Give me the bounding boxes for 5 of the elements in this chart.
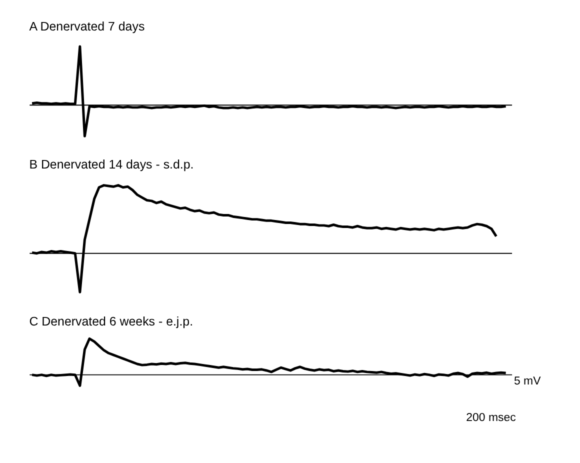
text: 5 mV bbox=[514, 375, 542, 388]
chart-title: A Denervated 7 days bbox=[29, 20, 145, 34]
chart-title: C Denervated 6 weeks - e.j.p. bbox=[29, 314, 194, 328]
chart-title: B Denervated 14 days - s.d.p. bbox=[29, 157, 194, 172]
text: 200 msec bbox=[466, 412, 516, 424]
